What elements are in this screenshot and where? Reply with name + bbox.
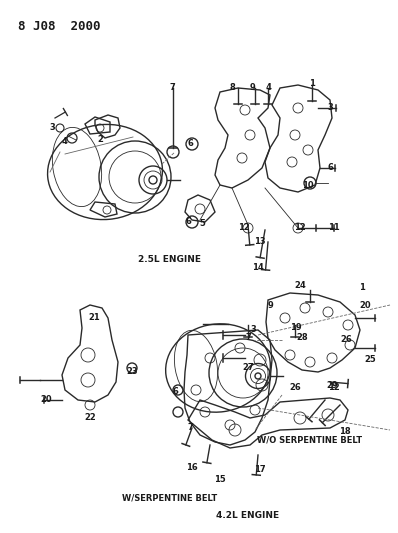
- Text: 11: 11: [328, 223, 340, 232]
- Text: 20: 20: [359, 301, 371, 310]
- Text: W/SERPENTINE BELT: W/SERPENTINE BELT: [122, 494, 218, 503]
- Text: 7: 7: [169, 84, 175, 93]
- Text: 2: 2: [97, 135, 103, 144]
- Text: 18: 18: [339, 427, 351, 437]
- Text: 12: 12: [294, 223, 306, 232]
- Text: 4: 4: [62, 138, 68, 147]
- Text: 21: 21: [88, 313, 100, 322]
- Text: 6: 6: [185, 217, 191, 227]
- Text: 10: 10: [302, 181, 314, 190]
- Text: 4: 4: [265, 83, 271, 92]
- Text: 12: 12: [238, 223, 250, 232]
- Text: 22: 22: [84, 414, 96, 423]
- Text: 29: 29: [326, 381, 338, 390]
- Text: 1: 1: [309, 78, 315, 87]
- Text: 8 J08  2000: 8 J08 2000: [18, 20, 101, 33]
- Text: 24: 24: [294, 280, 306, 289]
- Text: 3: 3: [250, 326, 256, 335]
- Text: 6: 6: [327, 164, 333, 173]
- Text: 7: 7: [187, 424, 193, 432]
- Text: 23: 23: [126, 367, 138, 376]
- Text: 26: 26: [340, 335, 352, 344]
- Text: 5: 5: [199, 220, 205, 229]
- Text: 14: 14: [252, 262, 264, 271]
- Text: 28: 28: [296, 334, 308, 343]
- Text: 3: 3: [327, 103, 333, 112]
- Text: 15: 15: [214, 475, 226, 484]
- Text: 20: 20: [40, 395, 52, 405]
- Text: 6: 6: [172, 387, 178, 397]
- Text: 3: 3: [49, 123, 55, 132]
- Text: 1: 1: [359, 284, 365, 293]
- Text: W/O SERPENTINE BELT: W/O SERPENTINE BELT: [258, 435, 363, 445]
- Text: 27: 27: [242, 364, 254, 373]
- Text: 7: 7: [245, 334, 251, 343]
- Text: 9: 9: [249, 83, 255, 92]
- Text: 2.5L ENGINE: 2.5L ENGINE: [139, 255, 201, 264]
- Text: 4.2L ENGINE: 4.2L ENGINE: [217, 511, 279, 520]
- Text: 26: 26: [289, 384, 301, 392]
- Text: 12: 12: [328, 384, 340, 392]
- Text: 17: 17: [254, 465, 266, 474]
- Text: 13: 13: [254, 238, 266, 246]
- Text: 25: 25: [364, 356, 376, 365]
- Text: 8: 8: [229, 83, 235, 92]
- Text: 9: 9: [267, 301, 273, 310]
- Text: 16: 16: [186, 463, 198, 472]
- Text: 6: 6: [187, 139, 193, 148]
- Text: 19: 19: [290, 324, 302, 333]
